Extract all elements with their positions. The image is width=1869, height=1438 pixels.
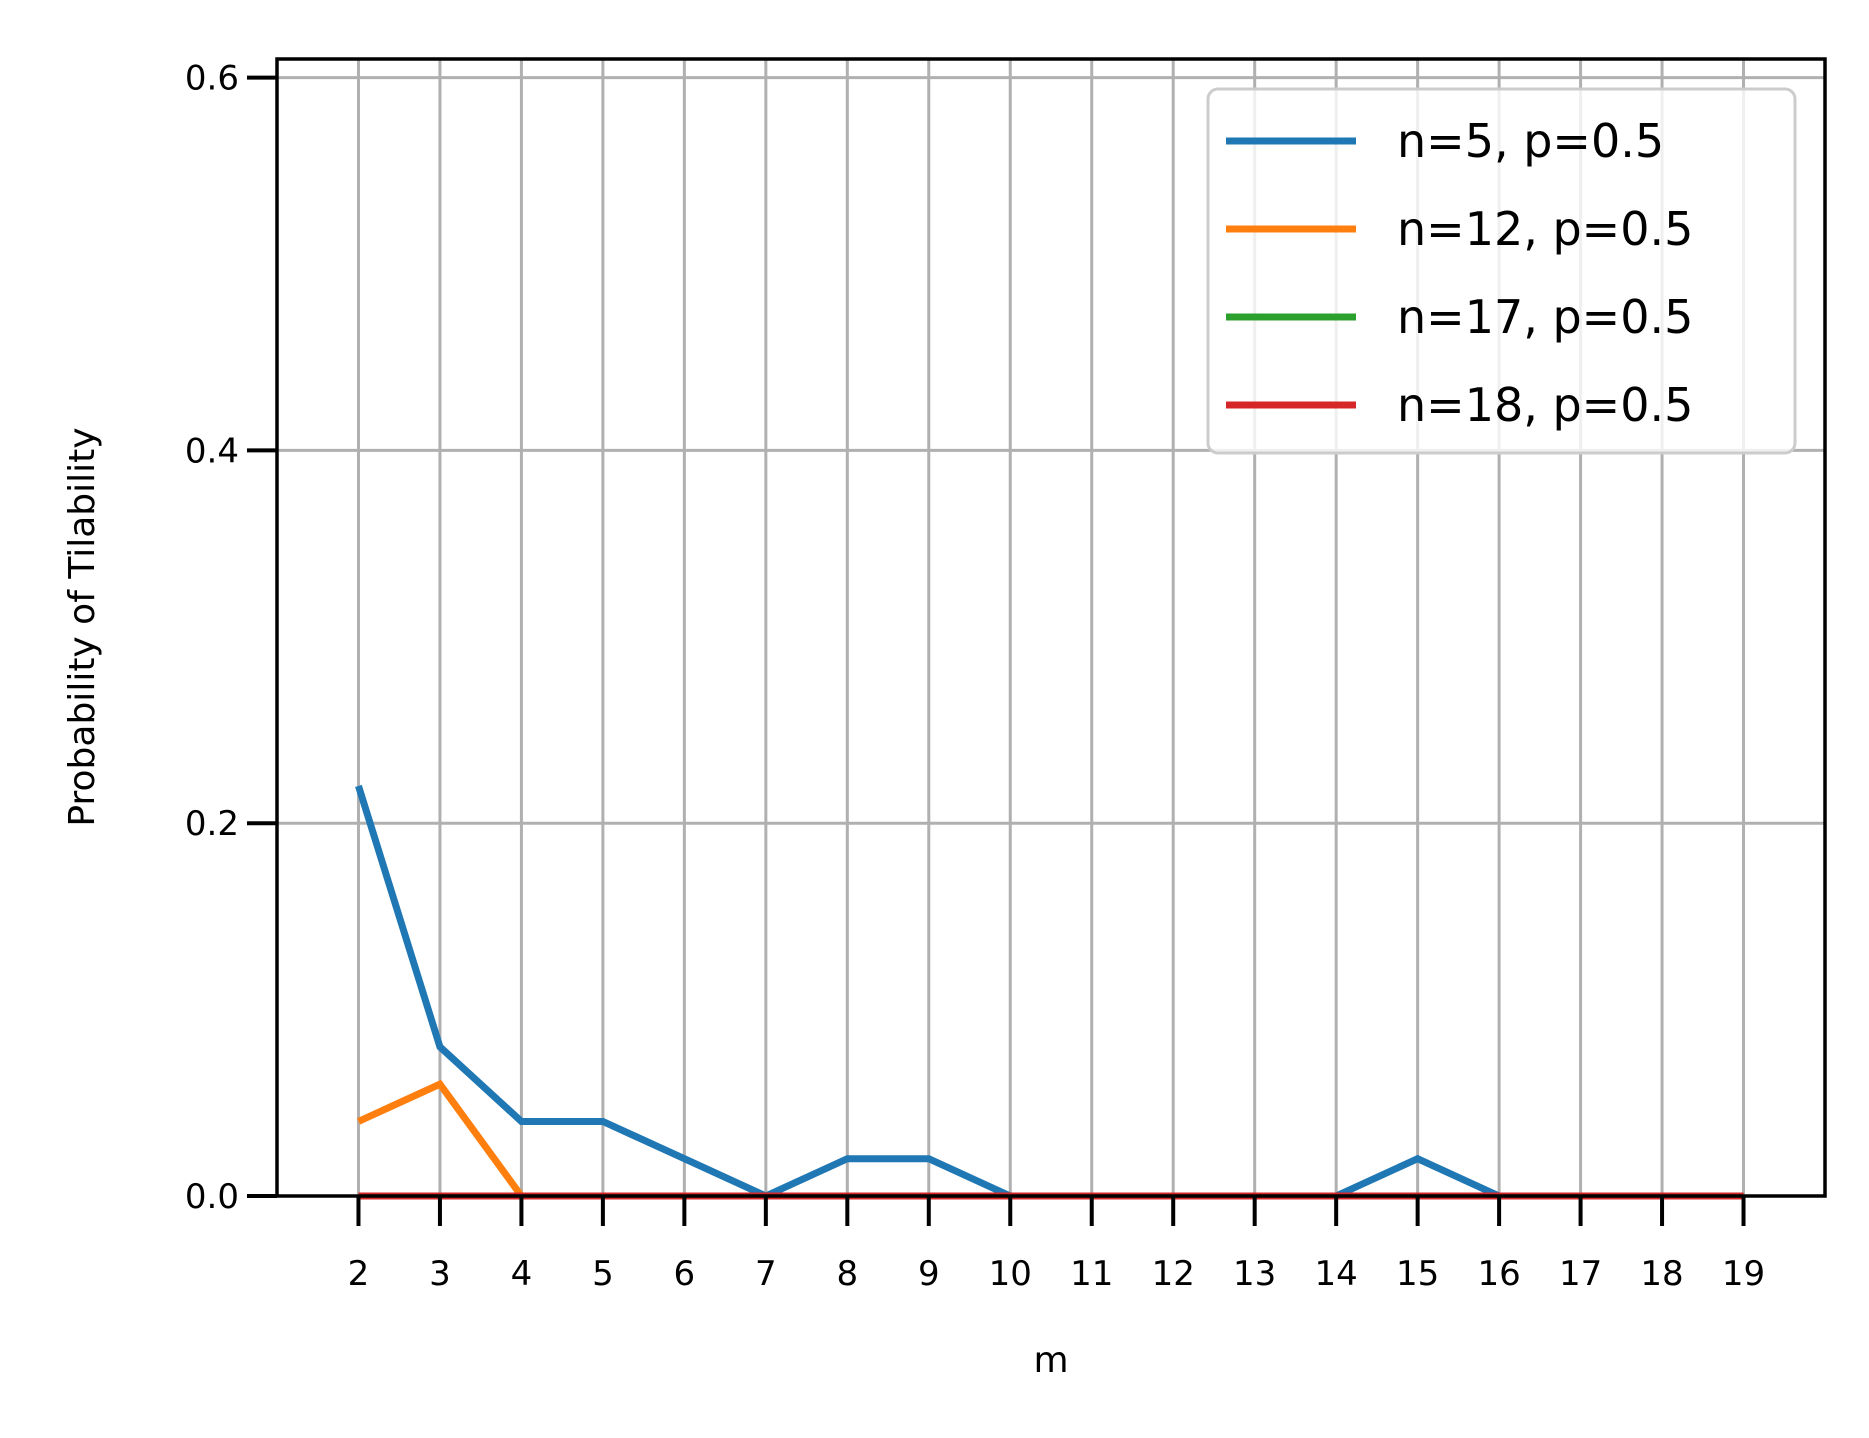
legend-box	[1206, 87, 1797, 455]
x-tick-label: 8	[836, 1254, 858, 1294]
x-tick-label: 19	[1722, 1254, 1765, 1294]
legend: n=5, p=0.5 n=12, p=0.5 n=17, p=0.5 n=18, p=…	[1206, 87, 1797, 455]
x-tick-label: 18	[1640, 1254, 1683, 1294]
legend-label: n=12, p=0.5	[1397, 202, 1693, 256]
x-tick-label: 4	[511, 1254, 533, 1294]
legend-label: n=18, p=0.5	[1397, 378, 1693, 432]
y-tick-label: 0.0	[185, 1177, 239, 1217]
y-tick-label: 0.6	[185, 59, 239, 99]
x-tick-label: 16	[1477, 1254, 1520, 1294]
x-tick-label: 14	[1315, 1254, 1358, 1294]
x-tick-label: 17	[1559, 1254, 1602, 1294]
x-tick-label: 3	[429, 1254, 451, 1294]
x-tick-label: 11	[1070, 1254, 1113, 1294]
legend-label: n=17, p=0.5	[1397, 290, 1693, 344]
x-tick-label: 15	[1396, 1254, 1439, 1294]
x-tick-label: 13	[1233, 1254, 1276, 1294]
x-tick-label: 12	[1152, 1254, 1195, 1294]
x-tick-label: 10	[989, 1254, 1032, 1294]
x-axis: 2 3 4 5 6 7 8 9 10 11 12 13 14 15 16 17 18 19	[348, 1196, 1765, 1294]
x-tick-label: 2	[348, 1254, 370, 1294]
plot-frame	[275, 57, 1827, 1198]
x-axis-label: m	[1033, 1340, 1068, 1381]
legend-label: n=5, p=0.5	[1397, 114, 1664, 168]
y-tick-label: 0.2	[185, 804, 239, 844]
x-tick-label: 7	[755, 1254, 777, 1294]
y-tick-label: 0.4	[185, 431, 239, 471]
y-axis: 0.0 0.2 0.4 0.6	[185, 59, 277, 1217]
y-axis-label: Probability of Tilability	[62, 427, 103, 826]
x-tick-label: 5	[592, 1254, 614, 1294]
x-tick-label: 6	[674, 1254, 696, 1294]
x-tick-label: 9	[918, 1254, 940, 1294]
